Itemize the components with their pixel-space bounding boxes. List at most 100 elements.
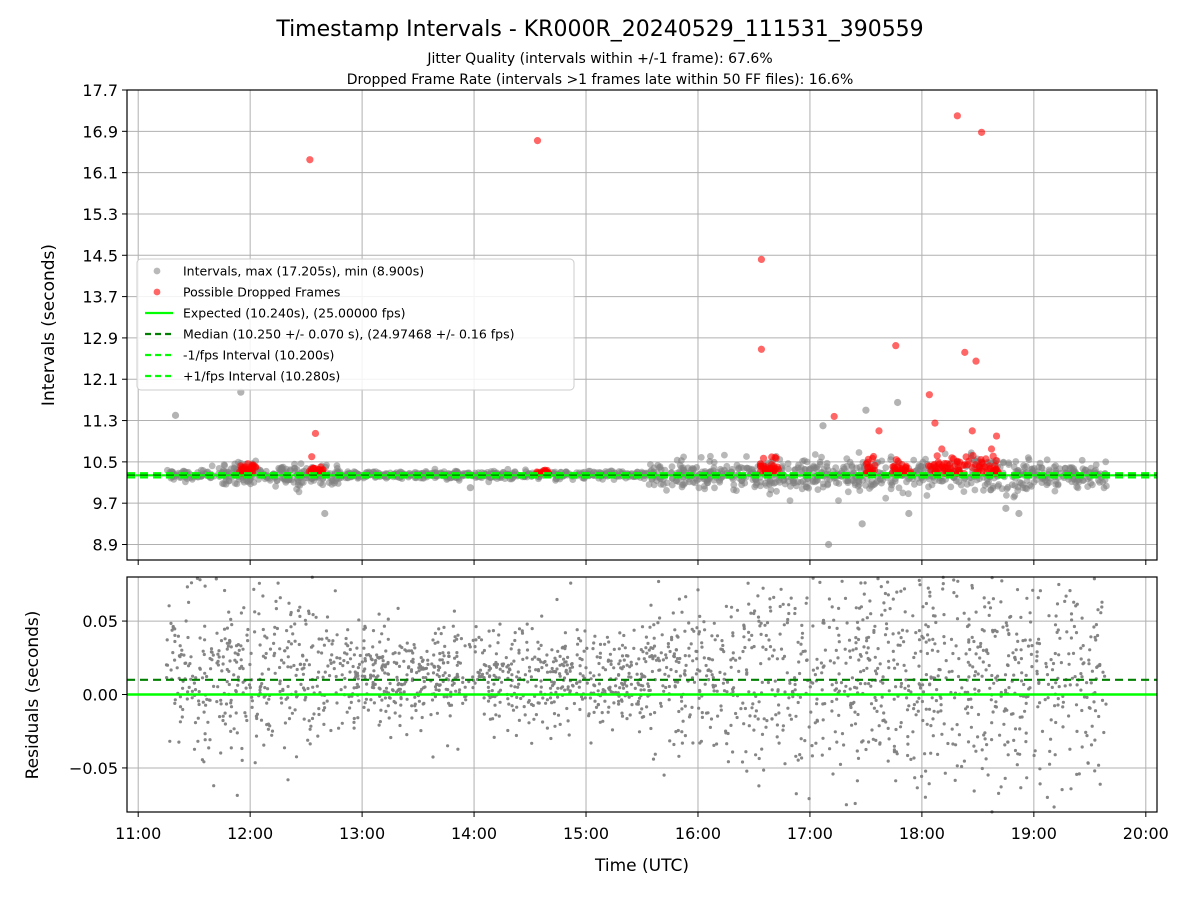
residual-point (617, 647, 621, 651)
interval-point (294, 478, 302, 486)
residual-point (357, 662, 362, 667)
residual-point (379, 708, 383, 712)
residual-point (1069, 636, 1073, 640)
residual-point (403, 648, 407, 652)
residual-point (1054, 681, 1058, 685)
residual-point (563, 688, 567, 692)
residual-point (186, 664, 191, 668)
residual-point (413, 695, 417, 699)
residual-point (588, 671, 592, 675)
residual-point (905, 629, 909, 633)
residual-point (761, 586, 765, 590)
residual-point (185, 697, 189, 701)
residual-point (245, 718, 249, 723)
residual-point (383, 671, 387, 675)
residual-point (216, 652, 220, 656)
residual-point (928, 682, 932, 686)
interval-point (775, 476, 783, 484)
residual-point (249, 651, 253, 656)
residual-point (482, 676, 486, 680)
residual-point (855, 779, 860, 783)
residual-point (1015, 763, 1019, 767)
interval-point (1014, 483, 1022, 491)
residual-point (519, 696, 523, 701)
residual-point (821, 621, 825, 625)
residual-point (751, 702, 755, 706)
residual-point (352, 653, 356, 657)
interval-point (843, 455, 851, 462)
residual-point (565, 672, 570, 676)
dropped-frame-point (934, 458, 942, 466)
residual-point (330, 653, 334, 657)
residual-point (261, 627, 265, 632)
residual-point (255, 716, 259, 721)
residual-point (667, 674, 671, 678)
dropped-frame-point (953, 458, 961, 466)
residual-point (689, 642, 693, 646)
residual-point (347, 695, 351, 699)
residual-point (328, 674, 332, 678)
residual-point (924, 601, 929, 606)
residual-point (851, 648, 855, 652)
residual-point (171, 651, 175, 655)
residual-point (1045, 673, 1050, 677)
residual-point (617, 702, 621, 706)
residual-point (568, 666, 572, 671)
residual-point (234, 689, 238, 693)
residual-point (591, 647, 595, 651)
residual-point (942, 641, 947, 645)
dropped-frame-point (933, 452, 941, 460)
residual-point (966, 690, 970, 695)
residual-point (1094, 638, 1098, 642)
residual-point (523, 673, 528, 677)
residual-point (832, 661, 836, 665)
residual-point (493, 703, 497, 707)
residual-point (1079, 646, 1083, 650)
residual-point (626, 654, 630, 658)
residual-point (534, 684, 538, 688)
residual-point (980, 674, 984, 678)
residual-point (603, 642, 607, 646)
residual-point (1057, 582, 1061, 587)
residual-point (380, 632, 384, 636)
residual-point (617, 699, 621, 703)
residual-point (931, 717, 935, 721)
residual-point (206, 720, 210, 724)
residual-point (268, 724, 272, 728)
residual-point (723, 672, 727, 676)
residual-point (990, 738, 994, 742)
residual-point (381, 668, 385, 672)
interval-point (247, 480, 254, 488)
residual-point (455, 654, 459, 659)
interval-point (917, 463, 924, 470)
residual-point (915, 786, 919, 790)
residual-point (730, 605, 734, 609)
residual-point (820, 671, 824, 675)
residual-point (675, 657, 680, 661)
residual-point (382, 624, 386, 628)
residual-point (235, 660, 239, 664)
residual-point (283, 649, 287, 653)
residual-point (800, 623, 804, 628)
residual-point (837, 633, 841, 637)
residual-point (570, 665, 575, 669)
interval-point (899, 489, 907, 497)
residual-point (680, 699, 684, 703)
residual-point (542, 661, 546, 665)
residual-point (892, 748, 897, 752)
residual-point (601, 666, 605, 670)
residual-point (936, 710, 940, 714)
residual-point (349, 700, 353, 705)
residual-point (214, 577, 218, 581)
residual-point (234, 711, 238, 715)
residual-point (517, 627, 522, 631)
residual-point (444, 687, 448, 691)
residual-point (778, 604, 782, 609)
residual-point (672, 742, 676, 747)
residual-point (264, 651, 268, 656)
residual-point (876, 666, 880, 671)
residual-point (182, 653, 186, 657)
residual-point (409, 649, 414, 653)
dropped-frame-outlier-point (978, 128, 986, 136)
residual-point (240, 758, 244, 763)
